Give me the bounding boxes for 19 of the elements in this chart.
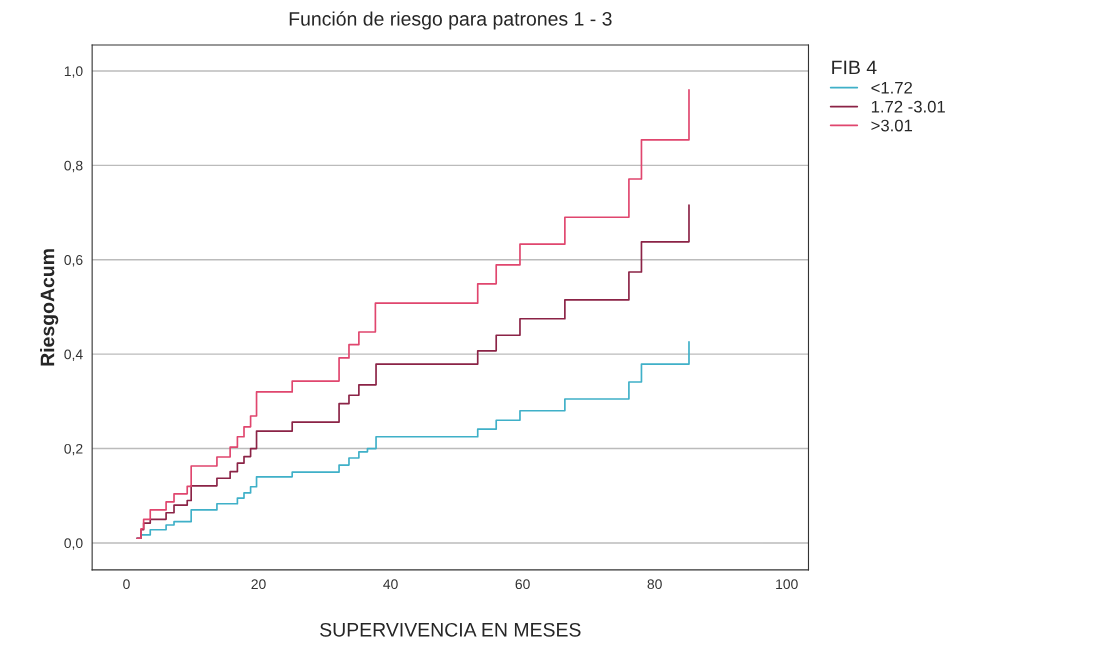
y-tick-label: 1,0 xyxy=(64,66,83,78)
y-tick-label: 0,4 xyxy=(64,349,83,361)
y-tick-label: 0,2 xyxy=(64,443,83,456)
legend-label: >3.01 xyxy=(871,119,913,132)
x-tick-label: 100 xyxy=(776,579,798,590)
legend-label: <1.72 xyxy=(871,81,912,94)
legend-title: FIB 4 xyxy=(832,60,877,75)
x-tick-label: 40 xyxy=(383,579,398,590)
x-tick-label: 60 xyxy=(515,579,530,590)
y-tick-label: 0,8 xyxy=(64,160,83,173)
y-tick-label: 0,0 xyxy=(64,538,83,550)
y-axis-title: RiesgoAcum xyxy=(40,249,59,366)
x-tick-label: 20 xyxy=(251,579,266,590)
x-axis-title: SUPERVIVENCIA EN MESES xyxy=(320,622,581,637)
y-tick-label: 0,6 xyxy=(64,255,83,267)
legend-label: 1.72 -3.01 xyxy=(871,100,945,113)
x-tick-label: 80 xyxy=(647,579,662,590)
chart-title: Función de riesgo para patrones 1 - 3 xyxy=(289,11,612,30)
x-tick-label: 0 xyxy=(123,579,130,590)
